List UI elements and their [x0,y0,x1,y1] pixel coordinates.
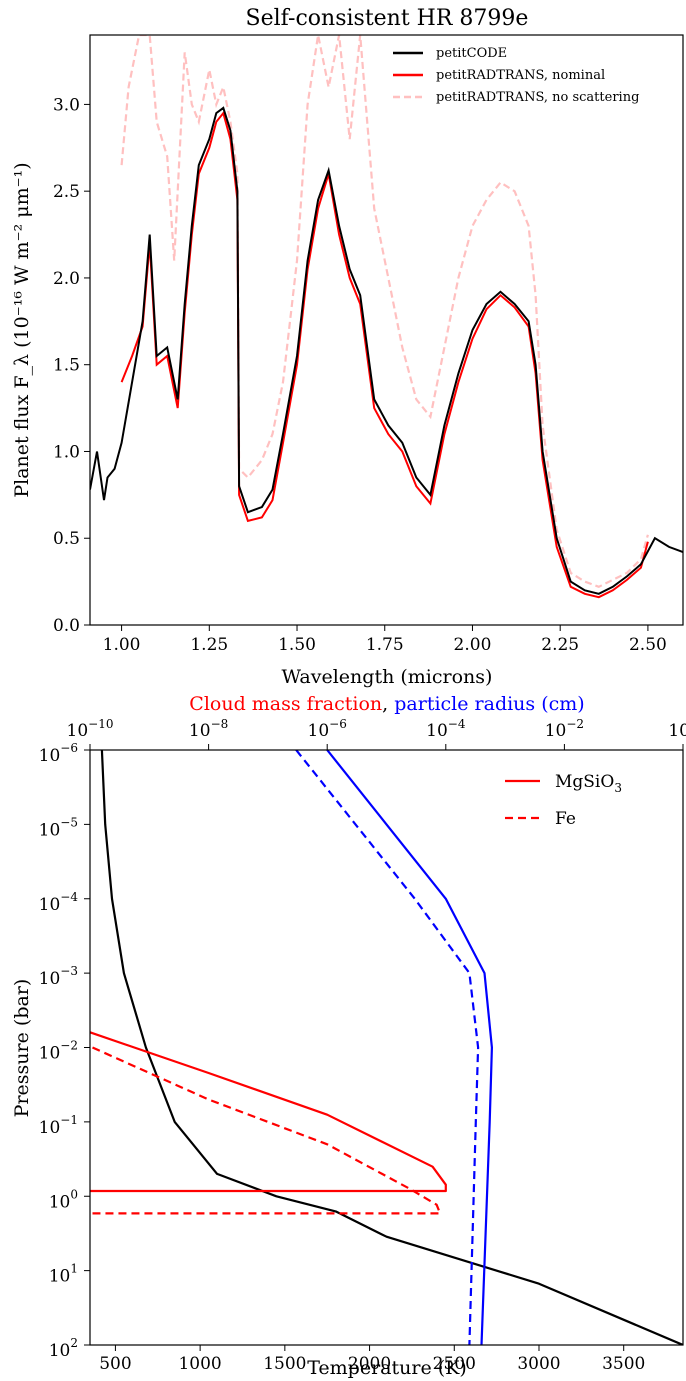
profile-y-tick-label: 10−4 [39,890,79,915]
profile-top-x-tick-label: 100 [668,717,686,741]
profile-line-temperature-profile [100,750,683,1345]
profile-y-label: Pressure (bar) [11,979,33,1118]
legend-label-mgsio3: MgSiO3 [555,772,622,795]
spectrum-x-label: Wavelength (microns) [282,666,493,688]
profile-top-x-tick-label: 10−6 [308,717,347,741]
top-axis-label-part-sep: , [382,693,394,715]
profile-legend: MgSiO3 Fe [505,772,622,829]
profile-line-particle-radius-fe [295,750,480,1345]
profile-y-tick-label: 10−1 [39,1113,78,1138]
spectrum-x-tick-label: 2.50 [629,635,667,655]
legend-label-fe: Fe [555,809,576,829]
profile-top-x-tick-label: 10−2 [545,717,584,741]
spectrum-x-tick-label: 1.25 [190,635,228,655]
spectrum-y-tick-label: 0.5 [53,529,80,549]
spectrum-y-tick-label: 0.0 [53,616,80,636]
spectrum-panel: Self-consistent HR 8799e 1.00 1.25 1.50 1.7… [11,6,684,688]
spectrum-y-tick-label: 1.0 [53,442,80,462]
profile-x-tick-label: 3500 [602,1354,645,1374]
profile-y-tick-label: 10−5 [39,815,78,840]
spectrum-axes-frame [89,34,684,626]
top-axis-label-part-cloud: Cloud mass fraction [189,693,382,715]
legend-label-prt-noscat: petitRADTRANS, no scattering [436,90,639,105]
profile-y-tick-label: 10−2 [39,1039,78,1064]
profile-x-tick-label: 1500 [263,1354,306,1374]
profile-top-x-tick-label: 10−8 [189,717,228,741]
legend-label-petitcode: petitCODE [436,46,507,61]
spectrum-title: Self-consistent HR 8799e [246,6,529,31]
spectrum-y-ticks: 0.0 0.5 1.0 1.5 2.0 2.5 3.0 [53,95,90,636]
profile-x-tick-label: 2000 [348,1354,391,1374]
profile-y-tick-label: 102 [49,1336,78,1361]
spectrum-x-tick-label: 1.75 [366,635,404,655]
profile-series-group [90,750,683,1345]
spectrum-series-group [90,35,683,599]
legend-label-mgsio3-main: MgSiO [555,772,614,792]
spectrum-x-tick-label: 1.50 [278,635,316,655]
profile-y-tick-label: 10−6 [39,741,78,766]
profile-y-ticks: 10−6 10−5 10−4 10−3 10−2 10−1 100 101 102 [39,741,90,1361]
spectrum-x-tick-label: 2.00 [454,635,492,655]
profile-top-x-tick-label: 10−10 [67,717,114,741]
spectrum-y-tick-label: 1.5 [53,356,80,376]
spectrum-y-label: Planet flux F_λ (10⁻¹⁶ W m⁻² μm⁻¹) [11,162,33,497]
profile-y-tick-label: 10−3 [39,964,78,989]
profile-y-tick-label: 101 [49,1262,78,1287]
profile-axes-frame [89,749,684,1346]
spectrum-x-ticks: 1.00 1.25 1.50 1.75 2.00 2.25 2.50 [103,625,667,655]
spectrum-y-tick-label: 2.5 [53,182,80,202]
spectrum-y-tick-label: 2.0 [53,269,80,289]
profile-x-ticks: 500 1000 1500 2000 2500 3000 3500 [99,1345,645,1374]
top-axis-label: Cloud mass fraction, particle radius (cm… [189,693,584,715]
top-axis-label-part-radius: particle radius (cm) [394,693,584,715]
legend-label-prt-nominal: petitRADTRANS, nominal [436,68,605,83]
spectrum-x-tick-label: 1.00 [103,635,141,655]
profile-x-tick-label: 500 [99,1354,131,1374]
profile-x-tick-label: 1000 [178,1354,221,1374]
profile-x-tick-label: 3000 [517,1354,560,1374]
profile-top-x-tick-label: 10−4 [426,717,466,741]
profile-line-fe [92,1046,442,1215]
profile-y-tick-label: 100 [49,1187,78,1212]
profile-top-x-ticks: 10−10 10−8 10−6 10−4 10−2 100 [67,717,686,750]
profile-x-label: Temperature (K) [307,1357,467,1379]
spectrum-legend: petitCODE petitRADTRANS, nominal petitRA… [393,46,639,105]
profile-line-mgsio [90,1031,447,1193]
spectrum-line-petitradtrans-nominal [120,110,649,599]
profile-line-particle-radius-mgsio [326,750,493,1345]
spectrum-y-tick-label: 3.0 [53,95,80,115]
profile-panel: Cloud mass fraction, particle radius (cm… [11,693,686,1379]
legend-label-mgsio3-sub: 3 [614,781,622,795]
profile-x-tick-label: 2500 [433,1354,476,1374]
spectrum-line-petitcode [90,106,683,595]
spectrum-x-tick-label: 2.25 [541,635,579,655]
spectrum-line-petitradtrans-no-scattering [120,35,649,588]
